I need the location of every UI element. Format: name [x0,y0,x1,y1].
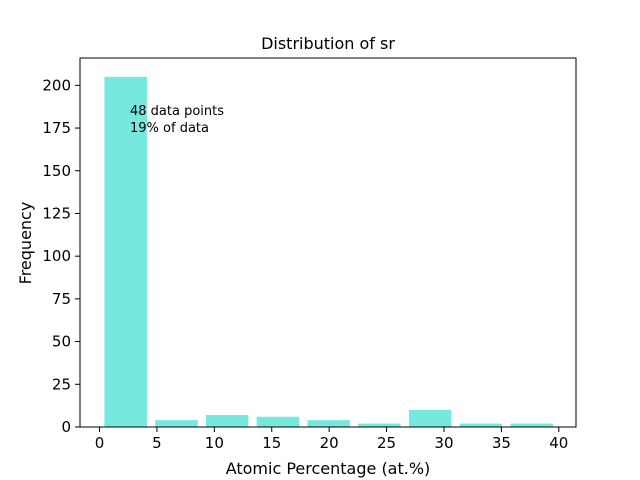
y-tick-label-5: 125 [42,204,71,222]
x-axis-label: Atomic Percentage (at.%) [226,459,431,478]
annotation-line-0: 48 data points [130,104,224,119]
x-tick-label-4: 20 [320,434,339,452]
bar-7 [459,423,503,427]
bar-5 [358,423,401,427]
x-tick-label-0: 0 [95,434,105,452]
y-tick-label-1: 25 [52,375,71,393]
bar-3 [256,416,300,427]
y-tick-label-2: 50 [52,333,71,351]
bar-1 [155,420,198,427]
x-axis-ticks: 0 5 10 15 20 25 30 35 40 [95,427,568,452]
x-tick-label-7: 35 [492,434,511,452]
y-axis-label: Frequency [16,202,35,285]
y-tick-label-7: 175 [42,119,71,137]
y-tick-label-4: 100 [42,247,71,265]
x-tick-label-5: 25 [377,434,396,452]
bar-6 [408,409,452,427]
x-tick-label-1: 5 [152,434,162,452]
bars-group [104,76,553,428]
chart-title: Distribution of sr [261,34,395,53]
y-tick-label-6: 150 [42,162,71,180]
y-tick-label-3: 75 [52,290,71,308]
x-tick-label-8: 40 [549,434,568,452]
bar-4 [307,420,350,427]
y-tick-label-0: 0 [61,418,71,436]
bar-2 [205,415,249,427]
bar-8 [510,423,553,427]
y-tick-label-8: 200 [42,76,71,94]
plot-frame [79,57,577,428]
x-tick-label-3: 15 [262,434,281,452]
annotation-group: 48 data points 19% of data [130,104,224,136]
x-tick-label-2: 10 [205,434,224,452]
bar-0 [104,76,147,428]
y-axis-ticks: 0 25 50 75 100 125 150 175 200 [42,76,80,436]
annotation-line-1: 19% of data [130,121,209,136]
x-tick-label-6: 30 [434,434,453,452]
